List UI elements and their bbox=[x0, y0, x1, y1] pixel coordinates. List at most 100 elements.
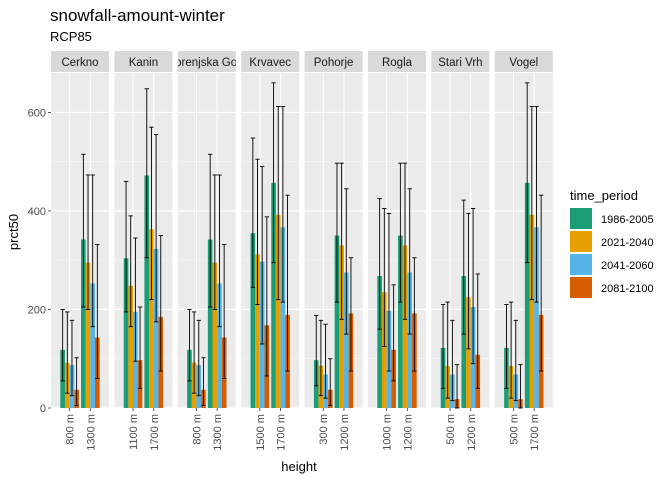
error-bar bbox=[201, 357, 206, 406]
error-bar bbox=[470, 208, 476, 365]
bar bbox=[407, 272, 413, 408]
bar bbox=[207, 239, 213, 408]
error-bar bbox=[440, 304, 446, 389]
error-bar bbox=[74, 357, 79, 406]
bar bbox=[255, 254, 260, 408]
x-axis-label: height bbox=[281, 459, 317, 474]
error-bar bbox=[158, 235, 163, 372]
bar bbox=[280, 227, 286, 408]
y-tick-label: 200 bbox=[28, 304, 46, 316]
x-tick-label: 1300 m bbox=[212, 414, 224, 451]
bar bbox=[212, 262, 218, 408]
error-bar bbox=[255, 158, 260, 305]
error-bar bbox=[450, 319, 455, 402]
x-tick-label: 800 m bbox=[65, 414, 77, 445]
x-tick-label: 800 m bbox=[191, 414, 203, 445]
error-bar bbox=[513, 319, 518, 402]
x-tick-label: 1200 m bbox=[339, 414, 351, 451]
legend-label: 1986-2005 bbox=[601, 214, 654, 226]
bar bbox=[144, 175, 150, 408]
legend-swatch bbox=[570, 208, 592, 229]
facet-strip-label: Cerkno bbox=[61, 57, 98, 69]
bar bbox=[339, 245, 344, 408]
bar bbox=[377, 275, 382, 408]
bar bbox=[271, 182, 276, 408]
error-bar bbox=[81, 153, 86, 308]
error-bar bbox=[402, 162, 408, 320]
error-bar bbox=[314, 314, 319, 387]
facet-strip-label: Vogel bbox=[509, 57, 538, 69]
error-bar bbox=[407, 188, 412, 335]
facet-strip bbox=[241, 51, 300, 72]
bar bbox=[466, 297, 471, 408]
error-bar bbox=[85, 174, 91, 310]
legend-swatch bbox=[570, 254, 592, 275]
facet-panel: Gorenjska Gora 800 m 1300 m bbox=[177, 51, 236, 451]
error-bar bbox=[328, 358, 333, 406]
error-bar bbox=[60, 309, 65, 382]
error-bar bbox=[344, 188, 349, 335]
bar bbox=[524, 182, 530, 408]
error-bar bbox=[504, 304, 509, 389]
panel-background bbox=[494, 73, 553, 408]
error-bar bbox=[454, 364, 460, 409]
error-bar bbox=[348, 257, 354, 372]
panel-background bbox=[304, 73, 363, 408]
error-bar bbox=[412, 257, 417, 372]
bar bbox=[275, 214, 281, 408]
facet-strip-label: Rogla bbox=[382, 57, 413, 69]
panel-background bbox=[177, 73, 236, 408]
facet-panel: Stari Vrh 500 m 1200 m bbox=[431, 51, 490, 451]
error-bar bbox=[123, 180, 129, 313]
facet-panel: Rogla 1000 m 1200 m bbox=[368, 51, 426, 451]
chart-title: snowfall-amount-winter bbox=[50, 6, 225, 25]
facet-strip-label: Stari Vrh bbox=[438, 57, 482, 69]
error-bar bbox=[65, 311, 70, 394]
facet-panel: Krvavec 1500 m 1700 m bbox=[241, 51, 300, 451]
bar bbox=[85, 262, 91, 408]
facet-strip bbox=[177, 51, 236, 72]
legend: time_period 1986-2005 2021-2040 2041-2060 2… bbox=[570, 188, 654, 298]
bar bbox=[343, 272, 349, 408]
error-bar bbox=[137, 306, 143, 389]
error-bar bbox=[285, 194, 290, 372]
bar bbox=[81, 239, 86, 408]
error-bar bbox=[187, 309, 192, 382]
legend-title: time_period bbox=[570, 188, 638, 203]
error-bar bbox=[323, 323, 328, 399]
error-bar bbox=[445, 301, 450, 399]
legend-label: 2041-2060 bbox=[601, 260, 654, 272]
bar bbox=[123, 258, 129, 408]
panel-background bbox=[114, 73, 173, 408]
bar bbox=[381, 292, 387, 408]
panel-background bbox=[241, 73, 300, 408]
y-tick-label: 400 bbox=[28, 206, 46, 218]
error-bar bbox=[508, 301, 514, 399]
error-bar bbox=[339, 162, 344, 320]
x-tick-label: 1700 m bbox=[149, 414, 161, 451]
bar bbox=[334, 235, 340, 408]
facet-panel: Vogel 500 m 1700 m bbox=[494, 51, 553, 451]
bar bbox=[398, 235, 403, 408]
legend-label: 2021-2040 bbox=[601, 237, 654, 249]
error-bar bbox=[264, 216, 270, 377]
error-bar bbox=[475, 273, 480, 389]
error-bar bbox=[382, 208, 387, 347]
error-bar bbox=[318, 319, 324, 397]
facet-strip bbox=[431, 51, 490, 72]
x-tick-label: 1500 m bbox=[255, 414, 267, 451]
x-tick-label: 1300 m bbox=[85, 414, 97, 451]
facet-strip bbox=[304, 51, 363, 72]
error-bar bbox=[280, 106, 286, 303]
error-bar bbox=[144, 88, 149, 259]
bar bbox=[402, 245, 408, 408]
bar bbox=[153, 248, 159, 408]
chart-subtitle: RCP85 bbox=[50, 29, 92, 44]
x-tick-label: 500 m bbox=[445, 414, 457, 445]
error-bar bbox=[207, 153, 213, 308]
error-bar bbox=[95, 243, 100, 379]
x-tick-label: 1200 m bbox=[402, 414, 414, 451]
legend-swatch bbox=[570, 231, 592, 252]
